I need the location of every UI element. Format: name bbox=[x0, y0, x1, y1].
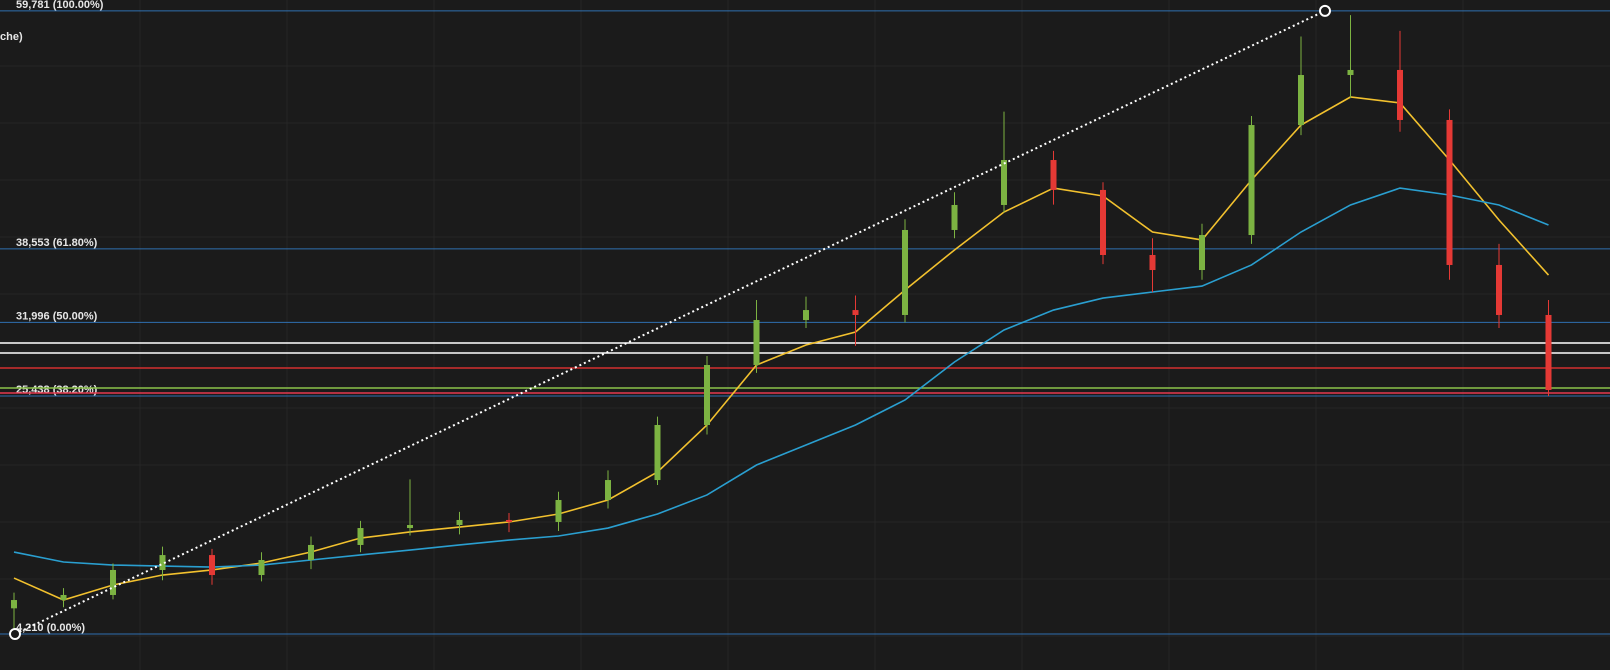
fib-label: 38,553 (61.80%) bbox=[16, 237, 98, 249]
candle-body bbox=[852, 310, 859, 315]
candle-body bbox=[1496, 264, 1502, 315]
trend-line bbox=[14, 9, 1326, 635]
fib-label: 25,438 (38.20%) bbox=[16, 384, 98, 396]
candle-body bbox=[1100, 189, 1106, 255]
candle-body bbox=[1149, 254, 1156, 271]
candle-body bbox=[605, 480, 611, 501]
candle-body bbox=[951, 204, 958, 230]
candle-body bbox=[209, 555, 215, 576]
fib-label: 31,996 (50.00%) bbox=[16, 310, 98, 322]
candle-body bbox=[1347, 69, 1354, 76]
trend-handle bbox=[1319, 4, 1331, 17]
legend-fragment: che) bbox=[0, 31, 23, 43]
candle-body bbox=[308, 544, 314, 560]
fib-label: 4,210 (0.00%) bbox=[16, 622, 85, 634]
candle-body bbox=[1001, 160, 1007, 205]
candle-body bbox=[1446, 119, 1453, 265]
candle-body bbox=[1298, 75, 1304, 126]
candle-body bbox=[902, 229, 908, 315]
candle-body bbox=[506, 519, 512, 522]
candle-body bbox=[456, 519, 463, 526]
candle-body bbox=[159, 555, 166, 570]
candle-body bbox=[60, 594, 67, 601]
candle-body bbox=[1199, 235, 1205, 271]
candle-body bbox=[407, 525, 413, 529]
moving-average bbox=[13, 96, 1550, 601]
candle-body bbox=[1050, 160, 1057, 190]
candle-body bbox=[555, 500, 562, 522]
candle-body bbox=[357, 528, 364, 545]
trend-handle bbox=[9, 628, 21, 641]
moving-average bbox=[13, 187, 1549, 568]
candle-body bbox=[258, 559, 265, 576]
candle-body bbox=[753, 320, 760, 365]
candle-body bbox=[654, 424, 661, 481]
candle-body bbox=[110, 569, 116, 595]
candle-body bbox=[1248, 125, 1255, 236]
candle-body bbox=[1397, 69, 1403, 120]
candle-body bbox=[1545, 314, 1552, 391]
candle-body bbox=[11, 600, 17, 609]
candle-body bbox=[704, 364, 710, 425]
fib-label: 59,781 (100.00%) bbox=[16, 0, 104, 11]
candle-body bbox=[803, 310, 809, 321]
